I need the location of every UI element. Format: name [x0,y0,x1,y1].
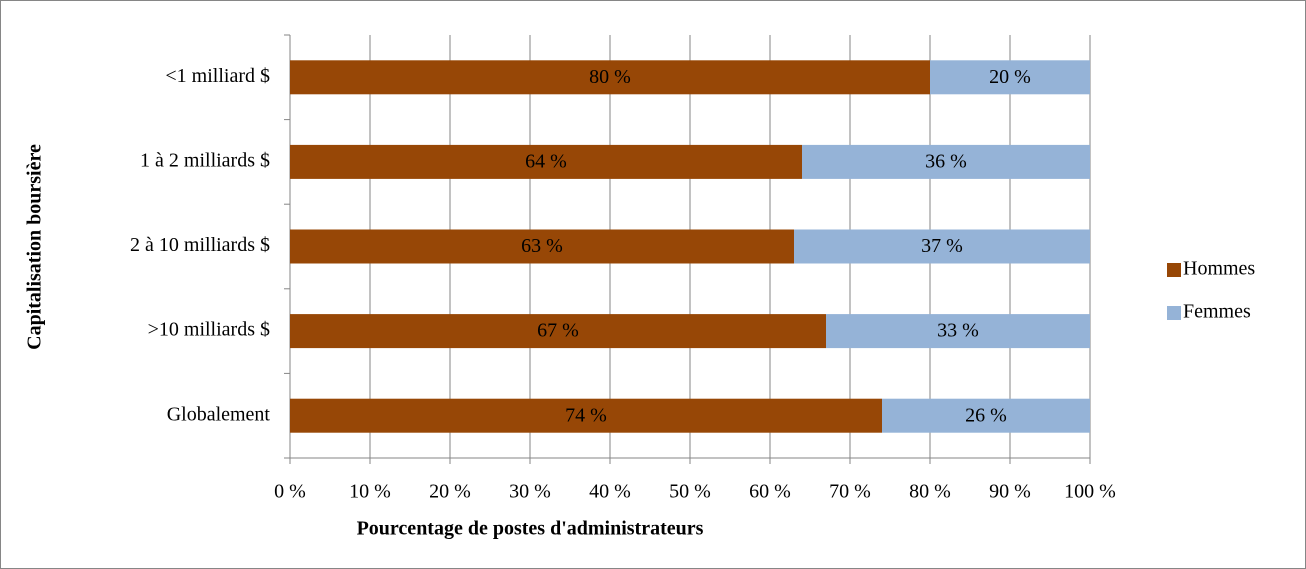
x-tick-label: 50 % [669,481,711,503]
y-tick-label: 1 à 2 milliards $ [140,149,270,171]
y-tick-label: >10 milliards $ [148,319,270,341]
data-label: 33 % [937,320,979,342]
legend-swatch [1167,306,1181,320]
data-label: 20 % [989,66,1031,88]
x-tick-label: 20 % [429,481,471,503]
bar-segment [930,60,1090,95]
data-label: 80 % [589,66,631,88]
x-axis-title: Pourcentage de postes d'administrateurs [357,518,704,540]
bar-segment [290,144,802,179]
x-tick-label: 70 % [829,481,871,503]
bar-segment [794,229,1090,264]
bar-segment [290,398,882,433]
bar-segment [290,229,794,264]
x-tick-label: 80 % [909,481,951,503]
legend-label: Hommes [1183,258,1255,280]
data-label: 74 % [565,404,607,426]
y-tick-label: <1 milliard $ [165,65,270,87]
data-label: 26 % [965,404,1007,426]
legend-swatch [1167,263,1181,277]
data-label: 67 % [537,320,579,342]
data-label: 37 % [921,235,963,257]
bar-segment [290,314,826,349]
data-label: 63 % [521,235,563,257]
bar-segment [882,398,1090,433]
x-tick-label: 0 % [274,481,306,503]
bar-segment [826,314,1090,349]
data-label: 64 % [525,150,567,172]
x-tick-label: 100 % [1064,481,1116,503]
bar-segment [802,144,1090,179]
x-tick-label: 90 % [989,481,1031,503]
x-tick-label: 40 % [589,481,631,503]
data-label: 36 % [925,150,967,172]
y-tick-label: 2 à 10 milliards $ [130,234,270,256]
x-tick-label: 30 % [509,481,551,503]
legend-label: Femmes [1183,301,1251,323]
x-tick-label: 60 % [749,481,791,503]
y-tick-label: Globalement [167,403,271,425]
x-tick-label: 10 % [349,481,391,503]
bar-segment [290,60,930,95]
y-axis-title: Capitalisation boursière [24,144,46,350]
